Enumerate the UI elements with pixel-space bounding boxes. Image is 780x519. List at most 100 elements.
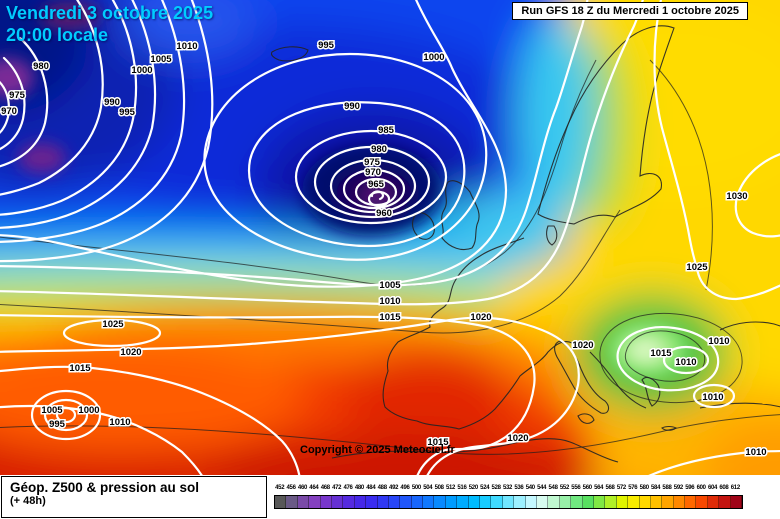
scale-color-cell <box>445 496 458 508</box>
color-scale: 452 456 460 464 468 472 476 480 484 488 492 496 500 5… <box>274 485 744 509</box>
scale-color-cell <box>662 496 674 508</box>
scale-color-cell <box>343 496 355 508</box>
pressure-label: 1015 <box>379 312 401 323</box>
pressure-label: 1015 <box>650 348 672 359</box>
scale-color-cell <box>423 496 435 508</box>
pressure-label: 995 <box>49 419 66 430</box>
scale-color-cell <box>650 496 663 508</box>
scale-value: 592 <box>673 485 683 491</box>
pressure-label: 990 <box>104 97 120 108</box>
scale-value: 464 <box>309 485 319 491</box>
scale-color-cell <box>514 496 526 508</box>
pressure-label: 1020 <box>470 312 491 323</box>
scale-color-cell <box>297 496 310 508</box>
scale-value: 612 <box>730 485 740 491</box>
pressure-label: 965 <box>368 179 385 190</box>
pressure-label: 960 <box>376 208 392 219</box>
scale-color-cell <box>468 496 481 508</box>
scale-value: 488 <box>377 485 387 491</box>
pressure-label: 1000 <box>423 52 444 63</box>
scale-value: 568 <box>605 485 615 491</box>
pressure-label: 1015 <box>427 437 449 448</box>
scale-color-cell <box>400 496 412 508</box>
scale-value: 540 <box>525 485 535 491</box>
scale-value: 596 <box>685 485 695 491</box>
scale-value: 576 <box>628 485 638 491</box>
scale-color-cell <box>320 496 332 508</box>
scale-color-cell <box>525 496 537 508</box>
scale-color-cell <box>673 496 686 508</box>
scale-color-cell <box>639 496 651 508</box>
scale-value: 476 <box>343 485 353 491</box>
legend-box: Géop. Z500 & pression au sol (+ 48h) <box>1 476 267 518</box>
pressure-label: 1025 <box>102 319 124 330</box>
scale-value: 480 <box>354 485 364 491</box>
pressure-label: 1020 <box>120 347 141 358</box>
pressure-label: 995 <box>119 107 136 118</box>
scale-color-cell <box>559 496 572 508</box>
scale-color-cell <box>388 496 401 508</box>
scale-value: 608 <box>719 485 729 491</box>
scale-value: 484 <box>366 485 376 491</box>
scale-color-cell <box>730 496 743 508</box>
pressure-label: 990 <box>344 101 360 112</box>
scale-value: 560 <box>582 485 592 491</box>
pressure-label: 1025 <box>686 262 708 273</box>
scale-color-cell <box>582 496 594 508</box>
scale-color-cell <box>605 496 617 508</box>
pressure-field <box>0 0 780 475</box>
scale-value: 584 <box>651 485 661 491</box>
pressure-label: 1015 <box>69 363 91 374</box>
pressure-label: 1020 <box>507 433 528 444</box>
scale-color-cell <box>480 496 492 508</box>
pressure-label: 970 <box>365 167 381 178</box>
map-date-line1: Vendredi 3 octobre 2025 <box>6 3 214 23</box>
pressure-label: 1010 <box>109 417 130 428</box>
scale-value: 508 <box>434 485 444 491</box>
scale-value: 468 <box>320 485 330 491</box>
weather-map: 1010 1005 1000 995 990 980 975 970 995 1000 990 985… <box>0 0 780 475</box>
scale-value: 536 <box>514 485 524 491</box>
isobars <box>0 0 780 475</box>
scale-value: 544 <box>537 485 547 491</box>
scale-value: 600 <box>696 485 706 491</box>
copyright-text: Copyright © 2025 Meteociel.fr <box>300 444 455 456</box>
scale-value: 556 <box>571 485 581 491</box>
scale-value: 516 <box>457 485 467 491</box>
pressure-label: 1010 <box>379 296 400 307</box>
pressure-label: 1030 <box>726 191 747 202</box>
pressure-labels: 1010100510009959909809759709951000990985… <box>0 39 768 460</box>
pressure-label: 1005 <box>150 54 172 65</box>
scale-color-cell <box>616 496 629 508</box>
scale-color-cell <box>354 496 367 508</box>
scale-color-cell <box>275 496 287 508</box>
scale-color-cell <box>696 496 708 508</box>
scale-value: 472 <box>332 485 342 491</box>
scale-value: 604 <box>707 485 718 491</box>
pressure-label: 970 <box>1 106 17 117</box>
scale-value: 460 <box>297 485 308 491</box>
scale-value-row: 452 456 460 464 468 472 476 480 484 488 492 496 500 5… <box>274 485 743 494</box>
pressure-label: 1010 <box>702 392 723 403</box>
scale-value: 548 <box>548 485 558 491</box>
pressure-label: 1010 <box>708 336 729 347</box>
geopotential-contours <box>0 59 780 455</box>
run-info-box: Run GFS 18 Z du Mercredi 1 octobre 2025 <box>512 2 748 20</box>
pressure-label: 980 <box>371 144 387 155</box>
pressure-label: 1010 <box>675 357 696 368</box>
scale-value: 524 <box>480 485 490 491</box>
scale-color-cell <box>536 496 549 508</box>
scale-color-cell <box>309 496 321 508</box>
scale-value: 504 <box>423 485 433 491</box>
legend-subtitle: (+ 48h) <box>10 495 46 507</box>
scale-color-cell <box>719 496 731 508</box>
coastlines <box>270 25 780 463</box>
scale-value: 572 <box>616 485 626 491</box>
pressure-label: 980 <box>33 61 49 72</box>
pressure-label: 975 <box>364 157 381 168</box>
scale-value: 588 <box>662 485 672 491</box>
scale-value: 492 <box>389 485 399 491</box>
scale-value: 496 <box>400 485 410 491</box>
scale-value: 500 <box>411 485 421 491</box>
